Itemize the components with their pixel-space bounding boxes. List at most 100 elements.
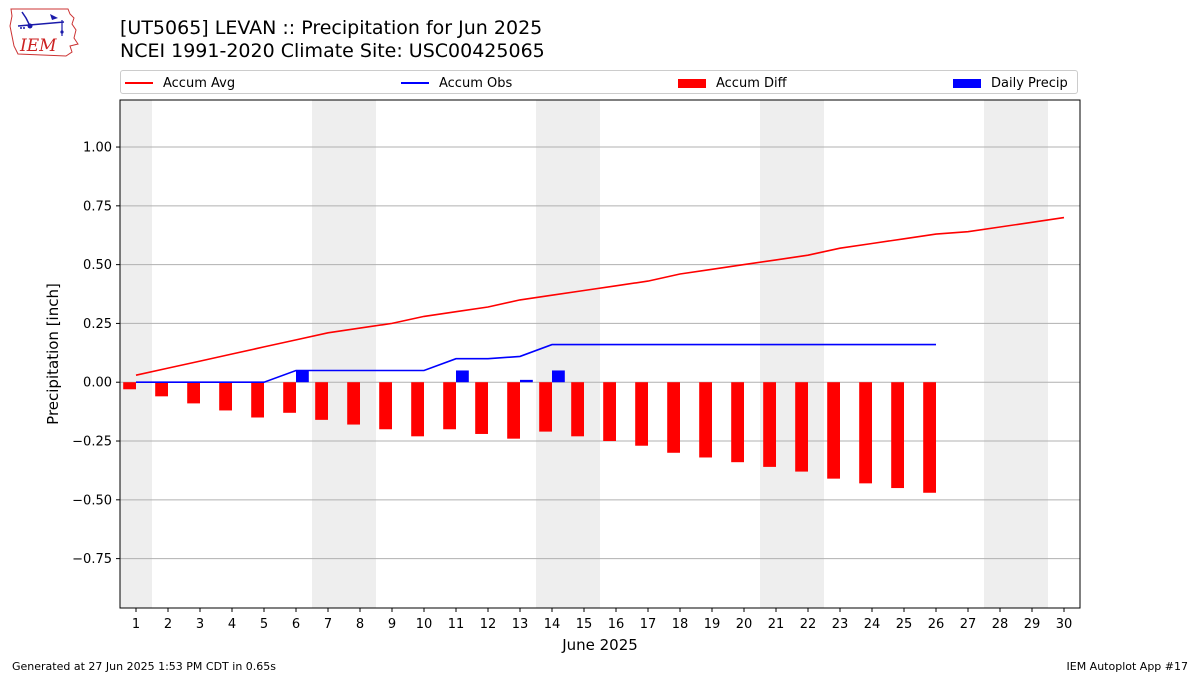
daily-precip-bar — [456, 370, 469, 383]
x-axis-label: June 2025 — [561, 636, 638, 654]
x-tick-label: 10 — [416, 617, 433, 632]
y-tick-label: 0.00 — [83, 376, 112, 391]
accum-diff-bar — [699, 382, 712, 458]
x-tick-label: 12 — [480, 617, 497, 632]
x-tick-label: 22 — [800, 617, 817, 632]
accum-diff-bar — [827, 382, 840, 479]
legend-swatch-daily-precip — [953, 78, 981, 88]
x-tick-label: 15 — [576, 617, 593, 632]
daily-precip-bar — [296, 370, 309, 383]
x-tick-label: 1 — [132, 617, 140, 632]
chart-legend: Accum Avg Accum Obs Accum Diff Daily Pre… — [120, 70, 1078, 94]
x-tick-label: 7 — [324, 617, 332, 632]
accum-diff-bar — [923, 382, 936, 493]
y-tick-label: 1.00 — [83, 141, 112, 156]
x-tick-label: 14 — [544, 617, 561, 632]
x-tick-label: 30 — [1056, 617, 1073, 632]
accum-diff-bar — [315, 382, 328, 420]
accum-diff-bar — [443, 382, 456, 430]
accum-diff-bar — [571, 382, 584, 437]
accum-diff-bar — [379, 382, 392, 430]
accum-diff-bar — [635, 382, 648, 446]
x-tick-label: 13 — [512, 617, 529, 632]
x-tick-label: 27 — [960, 617, 977, 632]
legend-label-daily-precip: Daily Precip — [991, 75, 1068, 91]
daily-precip-bar — [552, 370, 565, 383]
accum-diff-bar — [187, 382, 200, 404]
logo-text: IEM — [19, 36, 57, 56]
generated-footer: Generated at 27 Jun 2025 1:53 PM CDT in … — [12, 660, 277, 673]
legend-swatch-accum-avg — [125, 82, 153, 84]
x-tick-label: 23 — [832, 617, 849, 632]
x-tick-label: 16 — [608, 617, 625, 632]
legend-item-daily-precip: Daily Precip — [953, 74, 1068, 92]
x-tick-label: 18 — [672, 617, 689, 632]
accum-diff-bar — [507, 382, 520, 439]
x-tick-label: 6 — [292, 617, 300, 632]
accum-diff-bar — [251, 382, 264, 418]
accum-diff-bar — [859, 382, 872, 484]
y-tick-label: −0.25 — [72, 435, 112, 450]
accum-diff-bar — [731, 382, 744, 463]
legend-item-accum-avg: Accum Avg — [125, 74, 235, 92]
accum-diff-bar — [603, 382, 616, 442]
y-tick-label: 0.50 — [83, 258, 112, 273]
weekend-shade-day-1 — [120, 100, 152, 608]
x-tick-label: 28 — [992, 617, 1009, 632]
accum-diff-bar — [539, 382, 552, 432]
legend-item-accum-obs: Accum Obs — [401, 74, 512, 92]
accum-avg-line — [135, 216, 1065, 376]
x-tick-label: 20 — [736, 617, 753, 632]
chart-title: [UT5065] LEVAN :: Precipitation for Jun … — [120, 17, 543, 39]
legend-swatch-accum-diff — [678, 78, 706, 88]
x-tick-label: 5 — [260, 617, 268, 632]
x-tick-label: 21 — [768, 617, 785, 632]
accum-diff-bar — [411, 382, 424, 437]
x-tick-label: 4 — [228, 617, 236, 632]
weekend-shade-day-7 — [312, 100, 344, 608]
daily-precip-bar — [520, 379, 533, 383]
app-footer: IEM Autoplot App #17 — [1066, 660, 1189, 673]
x-tick-label: 11 — [448, 617, 465, 632]
accum-diff-bar — [667, 382, 680, 453]
x-tick-label: 17 — [640, 617, 657, 632]
legend-label-accum-obs: Accum Obs — [439, 75, 513, 91]
legend-label-accum-diff: Accum Diff — [716, 75, 787, 91]
accum-diff-bar — [795, 382, 808, 472]
weekend-shade-day-15 — [568, 100, 600, 608]
x-tick-label: 3 — [196, 617, 204, 632]
x-tick-label: 25 — [896, 617, 913, 632]
accum-diff-bar — [283, 382, 296, 413]
x-tick-label: 24 — [864, 617, 881, 632]
accum-obs-line — [136, 343, 936, 384]
weekend-shade-day-28 — [984, 100, 1016, 608]
iem-iowa-logo-icon: IEM — [9, 8, 79, 57]
y-tick-label: 0.25 — [83, 317, 112, 332]
legend-label-accum-avg: Accum Avg — [163, 75, 236, 91]
accum-diff-bar — [891, 382, 904, 489]
weekend-shade-day-29 — [1016, 100, 1048, 608]
accum-diff-bar — [155, 382, 168, 397]
accum-diff-bar — [763, 382, 776, 467]
y-tick-label: −0.75 — [72, 552, 112, 567]
accum-diff-bar — [123, 382, 136, 390]
weekend-shade-day-8 — [344, 100, 376, 608]
x-tick-label: 19 — [704, 617, 721, 632]
weekend-shade-day-22 — [792, 100, 824, 608]
x-tick-label: 29 — [1024, 617, 1041, 632]
y-axis-label: Precipitation [inch] — [44, 283, 62, 425]
accum-diff-bar — [475, 382, 488, 434]
y-tick-label: 0.75 — [83, 199, 112, 214]
y-tick-label: −0.50 — [72, 493, 112, 508]
accum-diff-bar — [347, 382, 360, 425]
chart-subtitle: NCEI 1991-2020 Climate Site: USC00425065 — [120, 40, 545, 62]
x-tick-label: 8 — [356, 617, 364, 632]
legend-item-accum-diff: Accum Diff — [678, 74, 787, 92]
legend-swatch-accum-obs — [401, 82, 429, 84]
plot-frame — [119, 99, 1081, 609]
weekend-shade-day-21 — [760, 100, 792, 608]
weekend-shade-day-14 — [536, 100, 568, 608]
x-tick-label: 9 — [388, 617, 396, 632]
x-tick-label: 2 — [164, 617, 172, 632]
